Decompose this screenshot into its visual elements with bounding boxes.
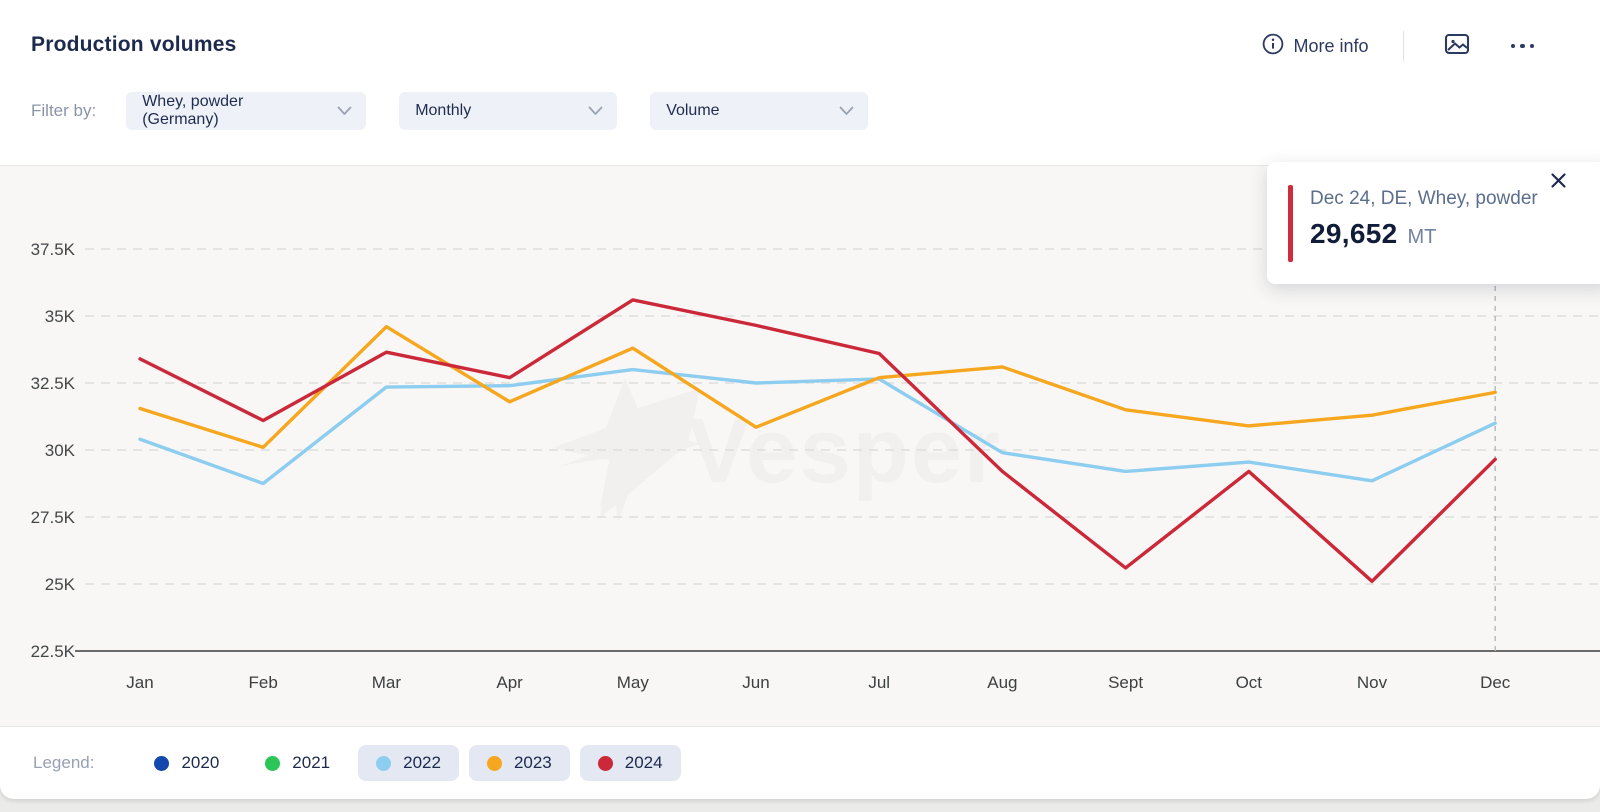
legend-label: Legend: — [33, 753, 95, 772]
header-divider — [1402, 31, 1404, 61]
x-axis-labels: Jan Feb Mar Apr May Jun Jul Aug Sept Oct Nov Dec — [126, 673, 1511, 692]
image-icon — [1444, 32, 1470, 61]
legend-item-label: 2024 — [624, 753, 663, 772]
legend-dot — [265, 755, 281, 771]
legend-item-label: 2020 — [181, 753, 220, 772]
filter-bar: Filter by: Whey, powder (Germany) Monthly… — [31, 92, 901, 130]
x-tick-label: Oct — [1236, 673, 1263, 692]
x-tick-label: Apr — [496, 673, 523, 692]
legend-dot — [154, 755, 170, 771]
x-tick-label: Jul — [868, 673, 890, 692]
x-tick-label: Sept — [1108, 673, 1143, 692]
export-image-button[interactable] — [1441, 30, 1473, 62]
y-tick-label: 27.5K — [31, 508, 76, 527]
y-tick-label: 35K — [45, 307, 76, 326]
x-tick-label: Dec — [1480, 673, 1511, 692]
filter-by-label: Filter by: — [31, 101, 97, 120]
tooltip-close-button[interactable] — [1547, 172, 1569, 194]
legend-item-label: 2021 — [292, 753, 331, 772]
legend-dot — [376, 755, 392, 771]
x-tick-label: Jun — [742, 673, 769, 692]
chevron-down-icon — [337, 106, 352, 115]
x-tick-label: Aug — [987, 673, 1017, 692]
legend-item-label: 2023 — [513, 753, 552, 772]
ellipsis-icon — [1510, 43, 1515, 49]
chevron-down-icon — [588, 106, 603, 115]
dropdown-value: Monthly — [415, 102, 472, 119]
legend-item-label: 2022 — [403, 753, 441, 772]
dropdown-value: Volume — [666, 102, 720, 119]
legend-item-2022[interactable]: 2022 — [358, 745, 459, 781]
legend-dot — [597, 755, 613, 771]
close-icon — [1550, 172, 1567, 194]
page-title: Production volumes — [31, 33, 237, 56]
panel-header: Production volumes More info — [0, 0, 1600, 92]
legend-item-2020[interactable]: 2020 — [136, 745, 237, 781]
tooltip-unit: MT — [1407, 226, 1437, 248]
legend-item-2023[interactable]: 2023 — [468, 745, 570, 781]
y-tick-label: 32.5K — [31, 374, 76, 393]
info-icon — [1262, 33, 1284, 60]
more-options-button[interactable] — [1510, 43, 1534, 49]
legend-item-2024[interactable]: 2024 — [579, 745, 681, 781]
x-tick-label: May — [617, 673, 650, 692]
tooltip-label: Dec 24, DE, Whey, powder — [1310, 188, 1538, 209]
legend-bar: Legend: 2020 2021 2022 2023 2024 — [0, 727, 1600, 799]
series-line-2022[interactable] — [138, 367, 1497, 486]
gridlines: 37.5K 35K 32.5K 30K 27.5K 25K 22.5K — [31, 240, 1600, 661]
y-tick-label: 37.5K — [31, 240, 76, 259]
dropdown-value: Whey, powder (Germany) — [142, 93, 244, 128]
series-line-2023[interactable] — [138, 325, 1497, 450]
x-tick-label: Mar — [372, 673, 402, 692]
tooltip-accent-bar — [1288, 185, 1293, 262]
x-tick-label: Jan — [126, 673, 153, 692]
dropdown-frequency-filter[interactable]: Monthly — [399, 92, 618, 130]
chevron-down-icon — [839, 106, 854, 115]
dropdown-metric-filter[interactable]: Volume — [650, 92, 869, 130]
legend-item-2021[interactable]: 2021 — [247, 745, 348, 781]
y-tick-label: 22.5K — [31, 642, 76, 661]
y-tick-label: 25K — [45, 575, 76, 594]
tooltip-value: 29,652 — [1310, 218, 1398, 249]
more-info-button[interactable]: More info — [1262, 33, 1369, 60]
more-info-label: More info — [1293, 35, 1369, 56]
chart-tooltip: Dec 24, DE, Whey, powder 29,652 MT — [1267, 162, 1600, 284]
legend-dot — [486, 755, 502, 771]
y-tick-label: 30K — [45, 441, 76, 460]
x-tick-label: Nov — [1357, 673, 1388, 692]
x-tick-label: Feb — [249, 673, 278, 692]
dropdown-product-filter[interactable]: Whey, powder (Germany) — [126, 92, 367, 130]
series-line-2024[interactable] — [138, 298, 1497, 584]
